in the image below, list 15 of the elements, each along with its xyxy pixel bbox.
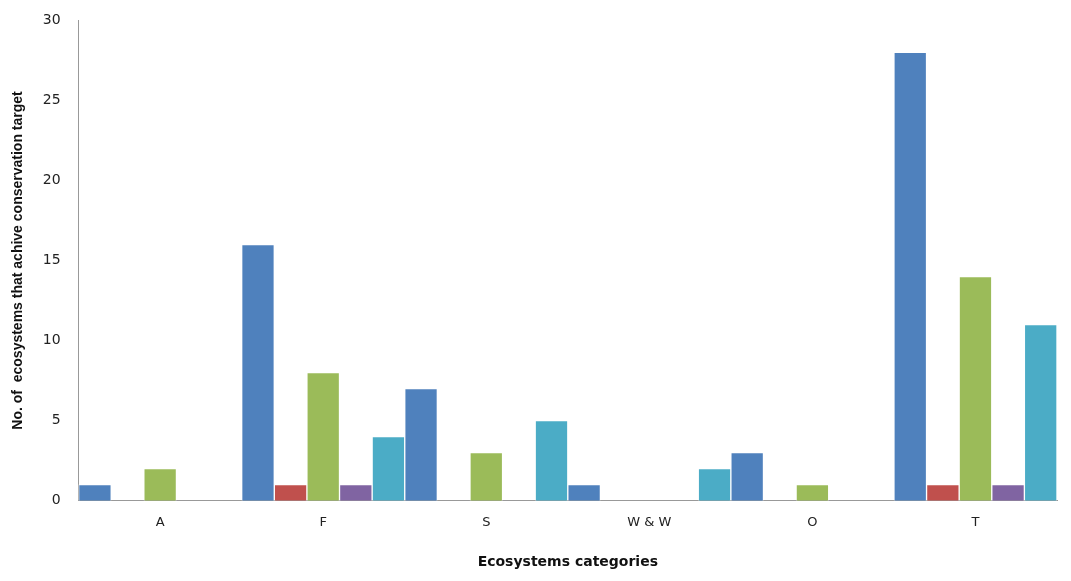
x-tick-label: F [319,513,327,529]
y-tick-label: 10 [42,331,61,348]
x-axis-title: Ecosystems categories [477,553,658,570]
x-tick-label: W & W [627,513,672,529]
y-axis-title: No. of ecosystems that achive conservation target [9,90,26,430]
y-tick-label: 25 [42,91,61,108]
y-tick-label: 0 [51,491,61,508]
y-tick-label: 15 [42,251,61,268]
y-tick-label: 5 [51,411,61,428]
x-tick-label: S [482,513,491,529]
y-tick-label: 30 [42,11,61,28]
x-tick-label: T [970,513,980,529]
x-tick-label: O [807,513,818,529]
x-tick-label: A [155,513,165,529]
y-tick-label: 20 [42,171,61,188]
